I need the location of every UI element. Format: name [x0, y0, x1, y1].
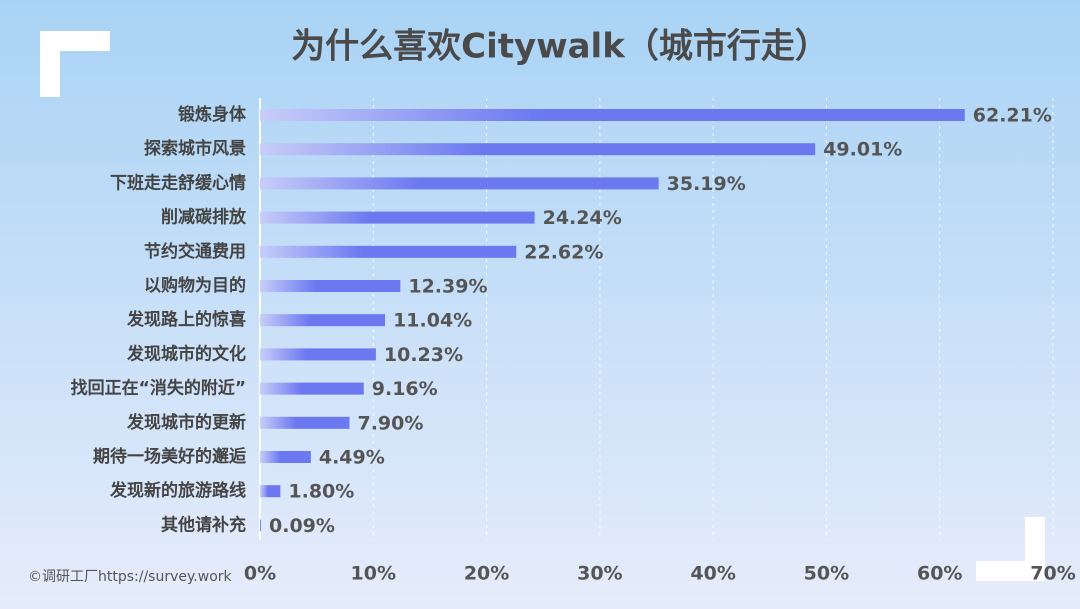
x-tick-label: 10%: [351, 563, 396, 585]
bar: [260, 177, 659, 190]
y-tick-label: 节约交通费用: [144, 241, 246, 262]
x-tick-label: 60%: [917, 563, 962, 585]
bar: [260, 245, 517, 258]
y-tick-label: 以购物为目的: [144, 275, 246, 296]
value-label: 10.23%: [384, 344, 463, 366]
value-label: 35.19%: [667, 173, 746, 195]
y-tick-label: 发现路上的惊喜: [126, 309, 246, 330]
bar: [260, 280, 401, 292]
y-tick-label: 期待一场美好的邂逅: [93, 446, 247, 467]
x-tick-label: 70%: [1030, 563, 1075, 585]
x-tick-label: 40%: [690, 563, 735, 585]
y-tick-label: 找回正在“消失的附近”: [71, 378, 246, 399]
bar: [260, 485, 281, 498]
bar: [260, 314, 386, 327]
value-label: 62.21%: [973, 105, 1052, 127]
source: ©调研工厂https://survey.work: [28, 569, 233, 585]
y-tick-label: 下班走走舒缓心情: [110, 172, 246, 193]
bar: [260, 348, 376, 361]
y-tick-label: 其他请补充: [161, 514, 246, 535]
y-tick-label: 削减碳排放: [161, 207, 247, 228]
value-label: 4.49%: [319, 447, 385, 469]
value-label: 49.01%: [823, 139, 902, 161]
value-label: 11.04%: [393, 310, 472, 332]
bar: [260, 519, 262, 532]
bar: [260, 211, 535, 224]
bar: [260, 109, 965, 121]
value-label: 22.62%: [524, 241, 603, 263]
corner-decoration: [40, 31, 110, 97]
bar: [260, 416, 350, 429]
y-tick-label: 发现城市的文化: [126, 343, 246, 364]
y-tick-label: 发现新的旅游路线: [109, 480, 246, 501]
corner-decoration: [976, 517, 1045, 581]
bar: [260, 143, 816, 156]
bar: [260, 382, 364, 395]
y-tick-label: 发现城市的更新: [126, 412, 246, 433]
x-tick-label: 50%: [804, 563, 849, 585]
x-tick-label: 30%: [577, 563, 622, 585]
y-tick-label: 锻炼身体: [178, 104, 247, 125]
value-label: 24.24%: [543, 207, 622, 229]
x-tick-label: 0%: [244, 563, 276, 585]
value-label: 1.80%: [288, 481, 354, 503]
chart-title: 为什么喜欢Citywalk（城市行走）: [291, 27, 829, 67]
value-label: 0.09%: [269, 515, 335, 537]
bar: [260, 451, 311, 463]
value-label: 7.90%: [357, 412, 423, 434]
value-label: 9.16%: [372, 378, 438, 400]
x-tick-label: 20%: [464, 563, 509, 585]
value-label: 12.39%: [408, 276, 487, 298]
y-tick-label: 探索城市风景: [144, 138, 246, 159]
